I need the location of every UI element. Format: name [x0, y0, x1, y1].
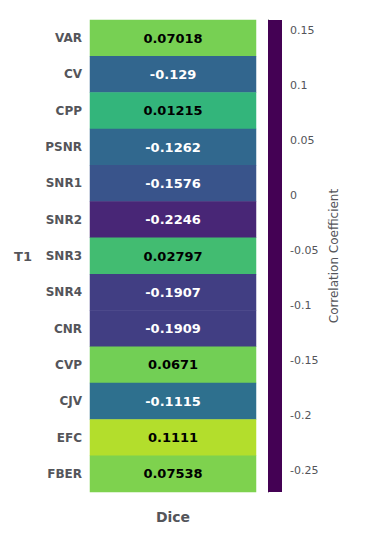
svg-text:CPP: CPP	[56, 104, 83, 118]
svg-text:SNR2: SNR2	[46, 213, 82, 227]
svg-text:-0.05: -0.05	[290, 244, 318, 257]
svg-text:-0.2: -0.2	[290, 409, 311, 422]
svg-text:0.07018: 0.07018	[143, 31, 202, 46]
svg-text:0.02797: 0.02797	[143, 249, 202, 264]
svg-text:-0.1115: -0.1115	[145, 394, 201, 409]
svg-text:SNR4: SNR4	[46, 285, 82, 299]
svg-text:-0.25: -0.25	[290, 464, 318, 477]
svg-text:0.07538: 0.07538	[143, 466, 202, 481]
svg-text:0.05: 0.05	[290, 134, 315, 147]
svg-text:CVP: CVP	[55, 358, 82, 372]
svg-text:-0.1262: -0.1262	[145, 140, 201, 155]
svg-text:CV: CV	[64, 67, 83, 81]
svg-text:SNR3: SNR3	[46, 249, 82, 263]
svg-text:CJV: CJV	[59, 394, 82, 408]
svg-text:0.1: 0.1	[290, 79, 308, 92]
svg-text:-0.1576: -0.1576	[145, 176, 201, 191]
svg-text:CNR: CNR	[54, 322, 82, 336]
svg-text:T1: T1	[14, 249, 32, 264]
svg-text:Dice: Dice	[156, 509, 190, 525]
svg-text:-0.1907: -0.1907	[145, 285, 201, 300]
svg-text:0.0671: 0.0671	[148, 357, 198, 372]
svg-text:PSNR: PSNR	[45, 140, 82, 154]
svg-text:-0.2246: -0.2246	[145, 212, 201, 227]
svg-text:EFC: EFC	[57, 431, 82, 445]
svg-text:-0.1909: -0.1909	[145, 321, 201, 336]
svg-text:-0.1: -0.1	[290, 299, 311, 312]
svg-text:0.01215: 0.01215	[143, 103, 202, 118]
svg-text:FBER: FBER	[47, 467, 82, 481]
svg-text:0.15: 0.15	[290, 24, 315, 37]
svg-text:VAR: VAR	[55, 31, 82, 45]
svg-text:0: 0	[290, 189, 297, 202]
svg-text:-0.129: -0.129	[150, 67, 197, 82]
svg-text:Correlation Coefficient: Correlation Coefficient	[327, 189, 341, 324]
svg-text:-0.15: -0.15	[290, 354, 318, 367]
svg-text:SNR1: SNR1	[46, 176, 82, 190]
svg-text:0.1111: 0.1111	[148, 430, 198, 445]
